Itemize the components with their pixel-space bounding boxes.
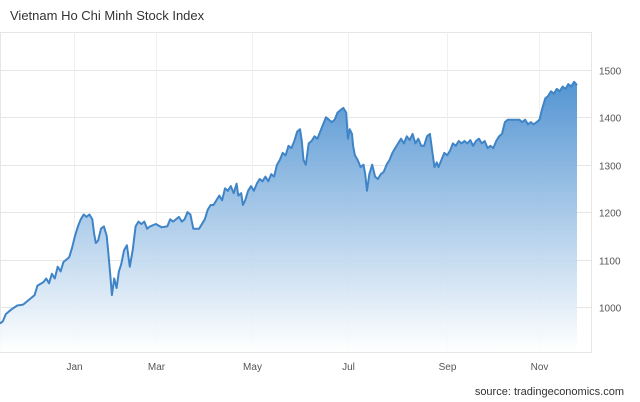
x-tick-label: Sep — [439, 362, 457, 373]
x-tick-label: May — [243, 362, 262, 373]
series-area-fill — [0, 81, 577, 353]
y-tick-label: 1000 — [599, 304, 622, 315]
y-tick-label: 1400 — [599, 114, 622, 125]
x-tick-label: Jul — [342, 362, 355, 373]
x-tick-label: Jan — [66, 362, 82, 373]
y-axis: 1000 1100 1200 1300 1400 1500 — [599, 67, 622, 315]
plot-border — [0, 32, 592, 353]
y-tick-label: 1200 — [599, 209, 622, 220]
series-line — [0, 80, 578, 325]
x-tick-label: Mar — [148, 362, 166, 373]
y-tick-label: 1500 — [599, 67, 622, 78]
chart-title: Vietnam Ho Chi Minh Stock Index — [10, 8, 205, 23]
source-label[interactable]: source: tradingeconomics.com — [474, 386, 624, 398]
x-tick-label: Nov — [531, 362, 549, 373]
y-tick-label: 1100 — [599, 257, 621, 268]
area-series — [0, 80, 578, 353]
x-axis: Jan Mar May Jul Sep Nov — [66, 362, 548, 373]
y-tick-label: 1300 — [599, 162, 622, 173]
